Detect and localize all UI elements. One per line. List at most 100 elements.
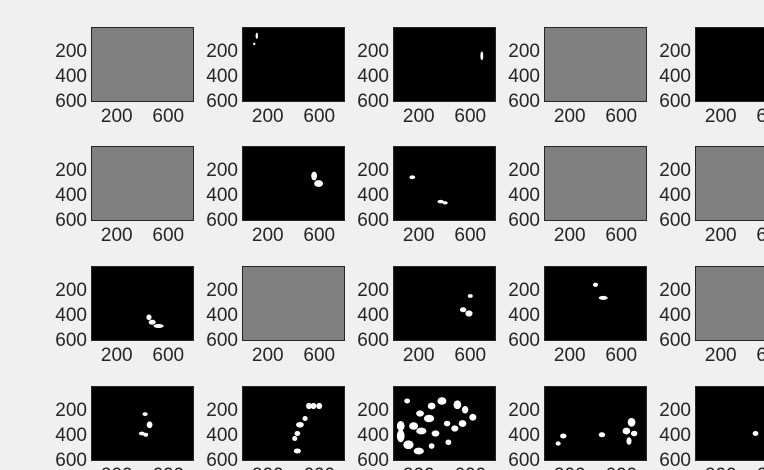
x-tick-label: 200 bbox=[403, 465, 435, 470]
blob bbox=[404, 398, 411, 404]
blob bbox=[451, 425, 459, 432]
x-tick-label: 200 bbox=[554, 225, 586, 246]
blob bbox=[469, 413, 477, 421]
blob-group bbox=[752, 431, 759, 436]
y-tick-label: 200 bbox=[659, 41, 691, 62]
image-black bbox=[91, 266, 194, 341]
blob bbox=[598, 432, 606, 438]
y-tick-label: 200 bbox=[206, 280, 238, 301]
x-tick-label: 600 bbox=[605, 106, 637, 127]
y-tick-label: 200 bbox=[357, 160, 389, 181]
x-tick-label: 200 bbox=[705, 106, 737, 127]
y-tick-label: 200 bbox=[357, 400, 389, 421]
y-tick-label: 600 bbox=[659, 330, 691, 351]
image-gray bbox=[242, 266, 345, 341]
blob-group bbox=[311, 171, 324, 187]
x-tick-label: 600 bbox=[152, 106, 184, 127]
subplot-0-0: 200 400 600 200 600 bbox=[55, 27, 194, 127]
y-tick-label: 200 bbox=[659, 160, 691, 181]
axes-frame bbox=[91, 266, 194, 341]
y-tick-label: 400 bbox=[206, 305, 238, 326]
y-tick-label: 400 bbox=[357, 66, 389, 87]
image-black bbox=[393, 27, 496, 102]
x-tick-label: 200 bbox=[403, 345, 435, 366]
subplot-1-1: 200 400 600 200 600 bbox=[206, 146, 345, 246]
axes-frame bbox=[695, 386, 764, 461]
x-tick-label: 200 bbox=[252, 225, 284, 246]
y-tick-label: 400 bbox=[508, 66, 540, 87]
subplot-3-2: 200 400 600 200 600 bbox=[357, 386, 496, 470]
blob bbox=[310, 402, 317, 410]
y-tick-label: 200 bbox=[659, 400, 691, 421]
blob bbox=[428, 443, 435, 449]
axes-frame bbox=[544, 386, 647, 461]
blob bbox=[443, 420, 451, 427]
axes-frame bbox=[91, 386, 194, 461]
y-tick-label: 600 bbox=[206, 450, 238, 470]
blob bbox=[627, 417, 636, 427]
y-tick-label: 400 bbox=[55, 305, 87, 326]
y-tick-label: 600 bbox=[206, 330, 238, 351]
y-tick-label: 200 bbox=[508, 400, 540, 421]
subplot-2-4: 200 400 600 200 600 bbox=[659, 266, 764, 366]
y-tick-label: 600 bbox=[206, 210, 238, 231]
subplot-2-3: 200 400 600 200 600 bbox=[508, 266, 647, 366]
blob bbox=[253, 42, 256, 46]
y-tick-label: 600 bbox=[55, 91, 87, 112]
image-black bbox=[695, 27, 764, 102]
x-tick-label: 200 bbox=[705, 465, 737, 470]
x-tick-label: 600 bbox=[152, 465, 184, 470]
axes-frame bbox=[544, 146, 647, 221]
blob bbox=[302, 416, 308, 421]
axes-frame bbox=[393, 386, 496, 461]
x-tick-label: 200 bbox=[403, 106, 435, 127]
blob bbox=[626, 437, 632, 445]
blob bbox=[143, 432, 149, 437]
subplot-0-3: 200 400 600 200 600 bbox=[508, 27, 647, 127]
blob bbox=[560, 433, 567, 439]
blob-group bbox=[555, 417, 638, 446]
x-tick-label: 200 bbox=[101, 465, 133, 470]
y-tick-label: 600 bbox=[659, 91, 691, 112]
blob bbox=[255, 32, 259, 39]
x-tick-label: 200 bbox=[554, 465, 586, 470]
axes-frame bbox=[242, 266, 345, 341]
x-tick-label: 600 bbox=[454, 225, 486, 246]
blob bbox=[459, 307, 467, 313]
y-tick-label: 600 bbox=[508, 450, 540, 470]
y-tick-label: 400 bbox=[659, 66, 691, 87]
y-tick-label: 200 bbox=[55, 280, 87, 301]
image-gray bbox=[91, 27, 194, 102]
blob bbox=[314, 180, 324, 187]
blob bbox=[437, 397, 447, 405]
y-tick-label: 400 bbox=[508, 425, 540, 446]
y-tick-label: 200 bbox=[508, 41, 540, 62]
x-tick-label: 200 bbox=[252, 106, 284, 127]
y-tick-label: 200 bbox=[508, 160, 540, 181]
y-tick-label: 400 bbox=[659, 305, 691, 326]
y-tick-label: 600 bbox=[357, 210, 389, 231]
x-tick-label: 200 bbox=[101, 225, 133, 246]
y-tick-label: 200 bbox=[55, 400, 87, 421]
x-tick-label: 600 bbox=[605, 465, 637, 470]
x-tick-label: 600 bbox=[605, 345, 637, 366]
blob bbox=[142, 412, 148, 416]
blob bbox=[480, 51, 484, 61]
blob bbox=[409, 422, 419, 430]
y-tick-label: 600 bbox=[659, 450, 691, 470]
x-tick-label: 600 bbox=[152, 225, 184, 246]
subplot-2-2: 200 400 600 200 600 bbox=[357, 266, 496, 366]
blob bbox=[630, 430, 638, 437]
subplot-3-4: 200 400 600 200 600 bbox=[659, 386, 764, 470]
y-tick-label: 600 bbox=[357, 330, 389, 351]
y-tick-label: 600 bbox=[508, 210, 540, 231]
x-tick-label: 200 bbox=[101, 106, 133, 127]
axes-frame bbox=[91, 146, 194, 221]
y-tick-label: 600 bbox=[508, 330, 540, 351]
x-tick-label: 600 bbox=[152, 345, 184, 366]
axes-frame bbox=[393, 146, 496, 221]
y-tick-label: 200 bbox=[357, 41, 389, 62]
subplot-2-1: 200 400 600 200 600 bbox=[206, 266, 345, 366]
blob-group bbox=[459, 294, 473, 317]
axes-frame bbox=[393, 27, 496, 102]
